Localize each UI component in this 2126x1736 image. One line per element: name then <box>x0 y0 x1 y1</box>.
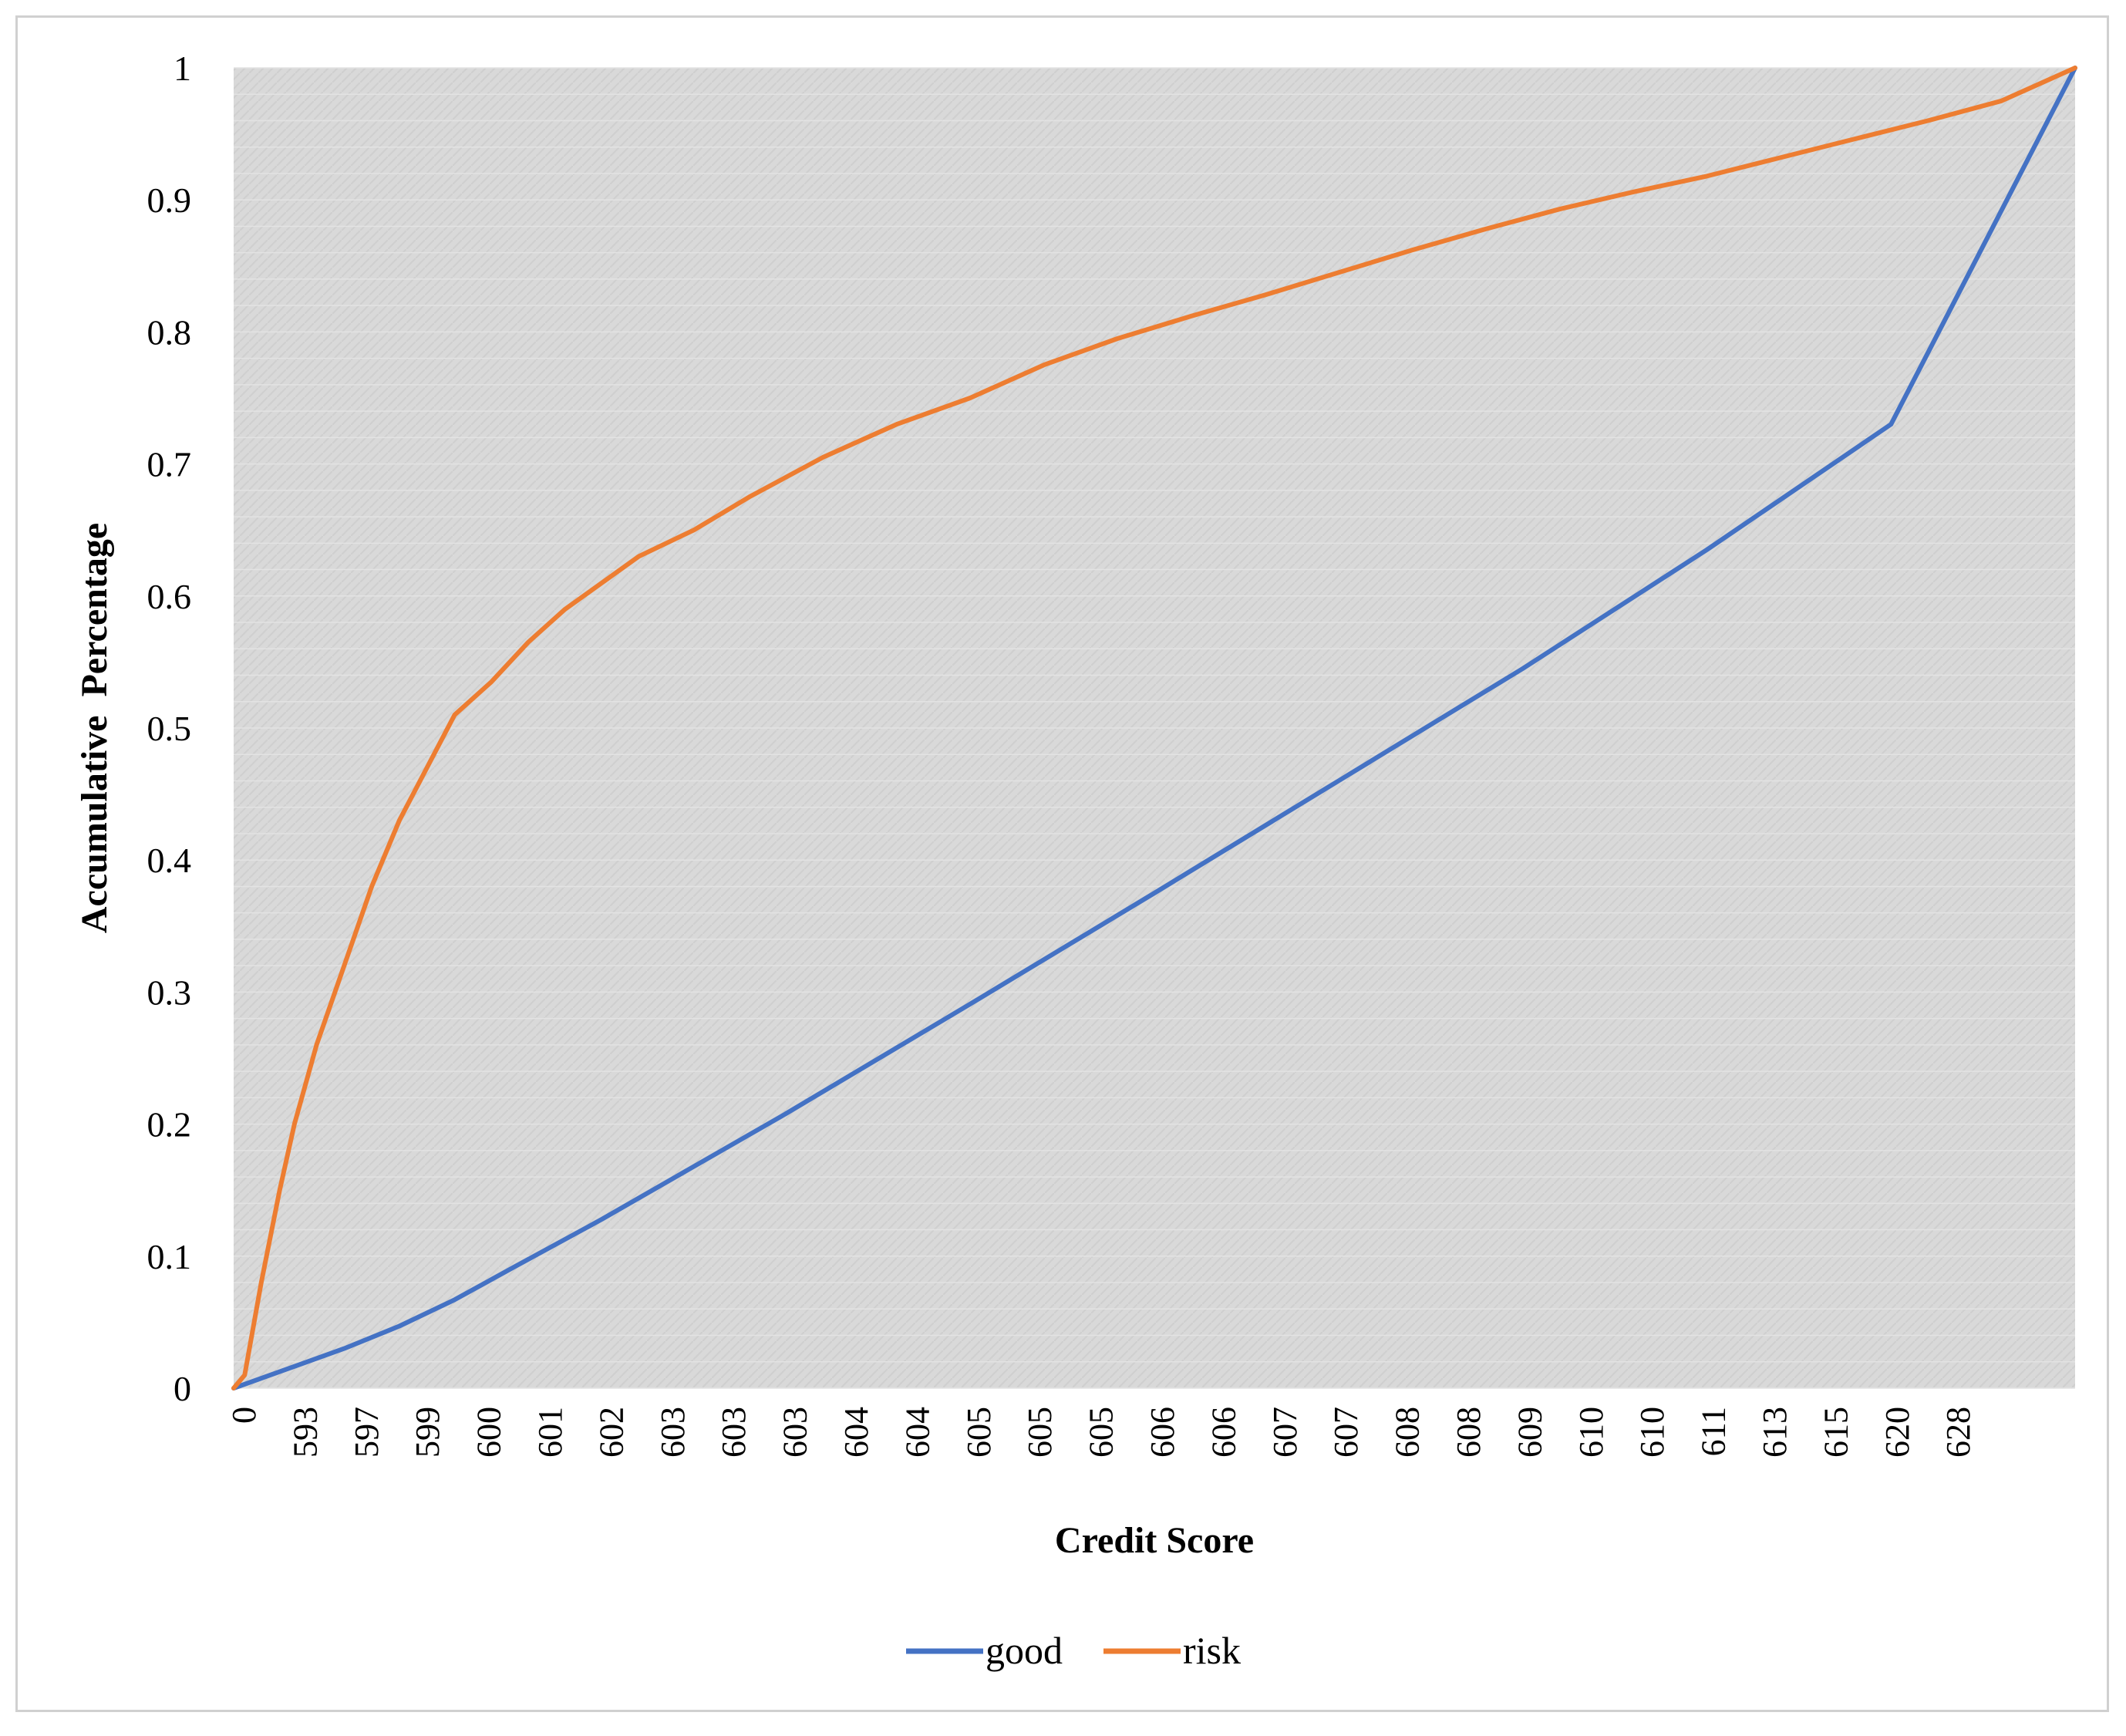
x-tick-label: 615 <box>1817 1407 1855 1458</box>
y-tick-label: 0.9 <box>147 180 192 220</box>
y-axis-ticks: 0 0.1 0.2 0.3 0.4 0.5 0.6 0.7 0.8 0.9 1 <box>147 49 192 1408</box>
series-line-good <box>231 66 2077 1390</box>
y-tick-label: 0.6 <box>147 577 192 616</box>
x-tick-label: 607 <box>1327 1407 1365 1458</box>
x-tick-label: 607 <box>1266 1407 1304 1458</box>
y-tick-label: 0.3 <box>147 972 192 1012</box>
line-chart: 0 0.1 0.2 0.3 0.4 0.5 0.6 0.7 0.8 0.9 1 0 593 597 599… <box>74 49 2077 1672</box>
x-tick-label: 611 <box>1695 1407 1733 1456</box>
x-tick-label: 610 <box>1572 1407 1610 1458</box>
y-tick-label: 0.2 <box>147 1105 192 1144</box>
x-tick-label: 601 <box>531 1407 569 1458</box>
x-tick-label: 605 <box>1021 1407 1059 1458</box>
gridlines <box>234 67 2075 1389</box>
legend-label-risk: risk <box>1183 1629 1241 1672</box>
x-tick-label: 603 <box>777 1407 814 1458</box>
x-tick-label: 606 <box>1144 1407 1181 1458</box>
x-tick-label: 620 <box>1878 1407 1916 1458</box>
series-lines <box>231 66 2077 1390</box>
x-tick-label: 608 <box>1389 1407 1427 1458</box>
x-tick-label: 608 <box>1450 1407 1488 1458</box>
y-tick-label: 0 <box>174 1369 191 1408</box>
x-tick-label: 603 <box>654 1407 692 1458</box>
chart-frame: 0 0.1 0.2 0.3 0.4 0.5 0.6 0.7 0.8 0.9 1 0 593 597 599… <box>15 15 2109 1712</box>
x-tick-label: 604 <box>837 1407 875 1458</box>
x-tick-label: 628 <box>1939 1407 1977 1458</box>
legend-label-good: good <box>986 1629 1063 1672</box>
x-tick-label: 613 <box>1756 1407 1794 1458</box>
x-tick-label: 606 <box>1205 1407 1242 1458</box>
x-tick-label: 0 <box>225 1407 263 1424</box>
x-tick-label: 610 <box>1633 1407 1671 1458</box>
y-tick-label: 1 <box>174 49 191 88</box>
series-line-risk <box>231 66 2077 1390</box>
x-tick-label: 609 <box>1511 1407 1548 1458</box>
x-tick-label: 600 <box>470 1407 508 1458</box>
x-tick-label: 602 <box>592 1407 630 1458</box>
x-tick-label: 593 <box>286 1407 324 1458</box>
legend: good risk <box>906 1629 1241 1672</box>
x-tick-label: 597 <box>348 1407 386 1458</box>
x-tick-label: 599 <box>409 1407 446 1458</box>
x-axis-ticks: 0 593 597 599 600 601 602 603 603 603 604 604 605 605… <box>225 1407 1977 1458</box>
x-axis-label: Credit Score <box>1055 1520 1254 1561</box>
x-tick-label: 605 <box>1083 1407 1120 1458</box>
y-tick-label: 0.5 <box>147 709 192 748</box>
y-axis-label: Accumulative Percentage <box>74 523 115 933</box>
y-tick-label: 0.1 <box>147 1237 192 1276</box>
y-tick-label: 0.7 <box>147 445 192 484</box>
x-tick-label: 604 <box>898 1407 936 1458</box>
y-tick-label: 0.4 <box>147 841 192 880</box>
x-tick-label: 603 <box>715 1407 753 1458</box>
y-tick-label: 0.8 <box>147 312 192 352</box>
x-tick-label: 605 <box>960 1407 998 1458</box>
